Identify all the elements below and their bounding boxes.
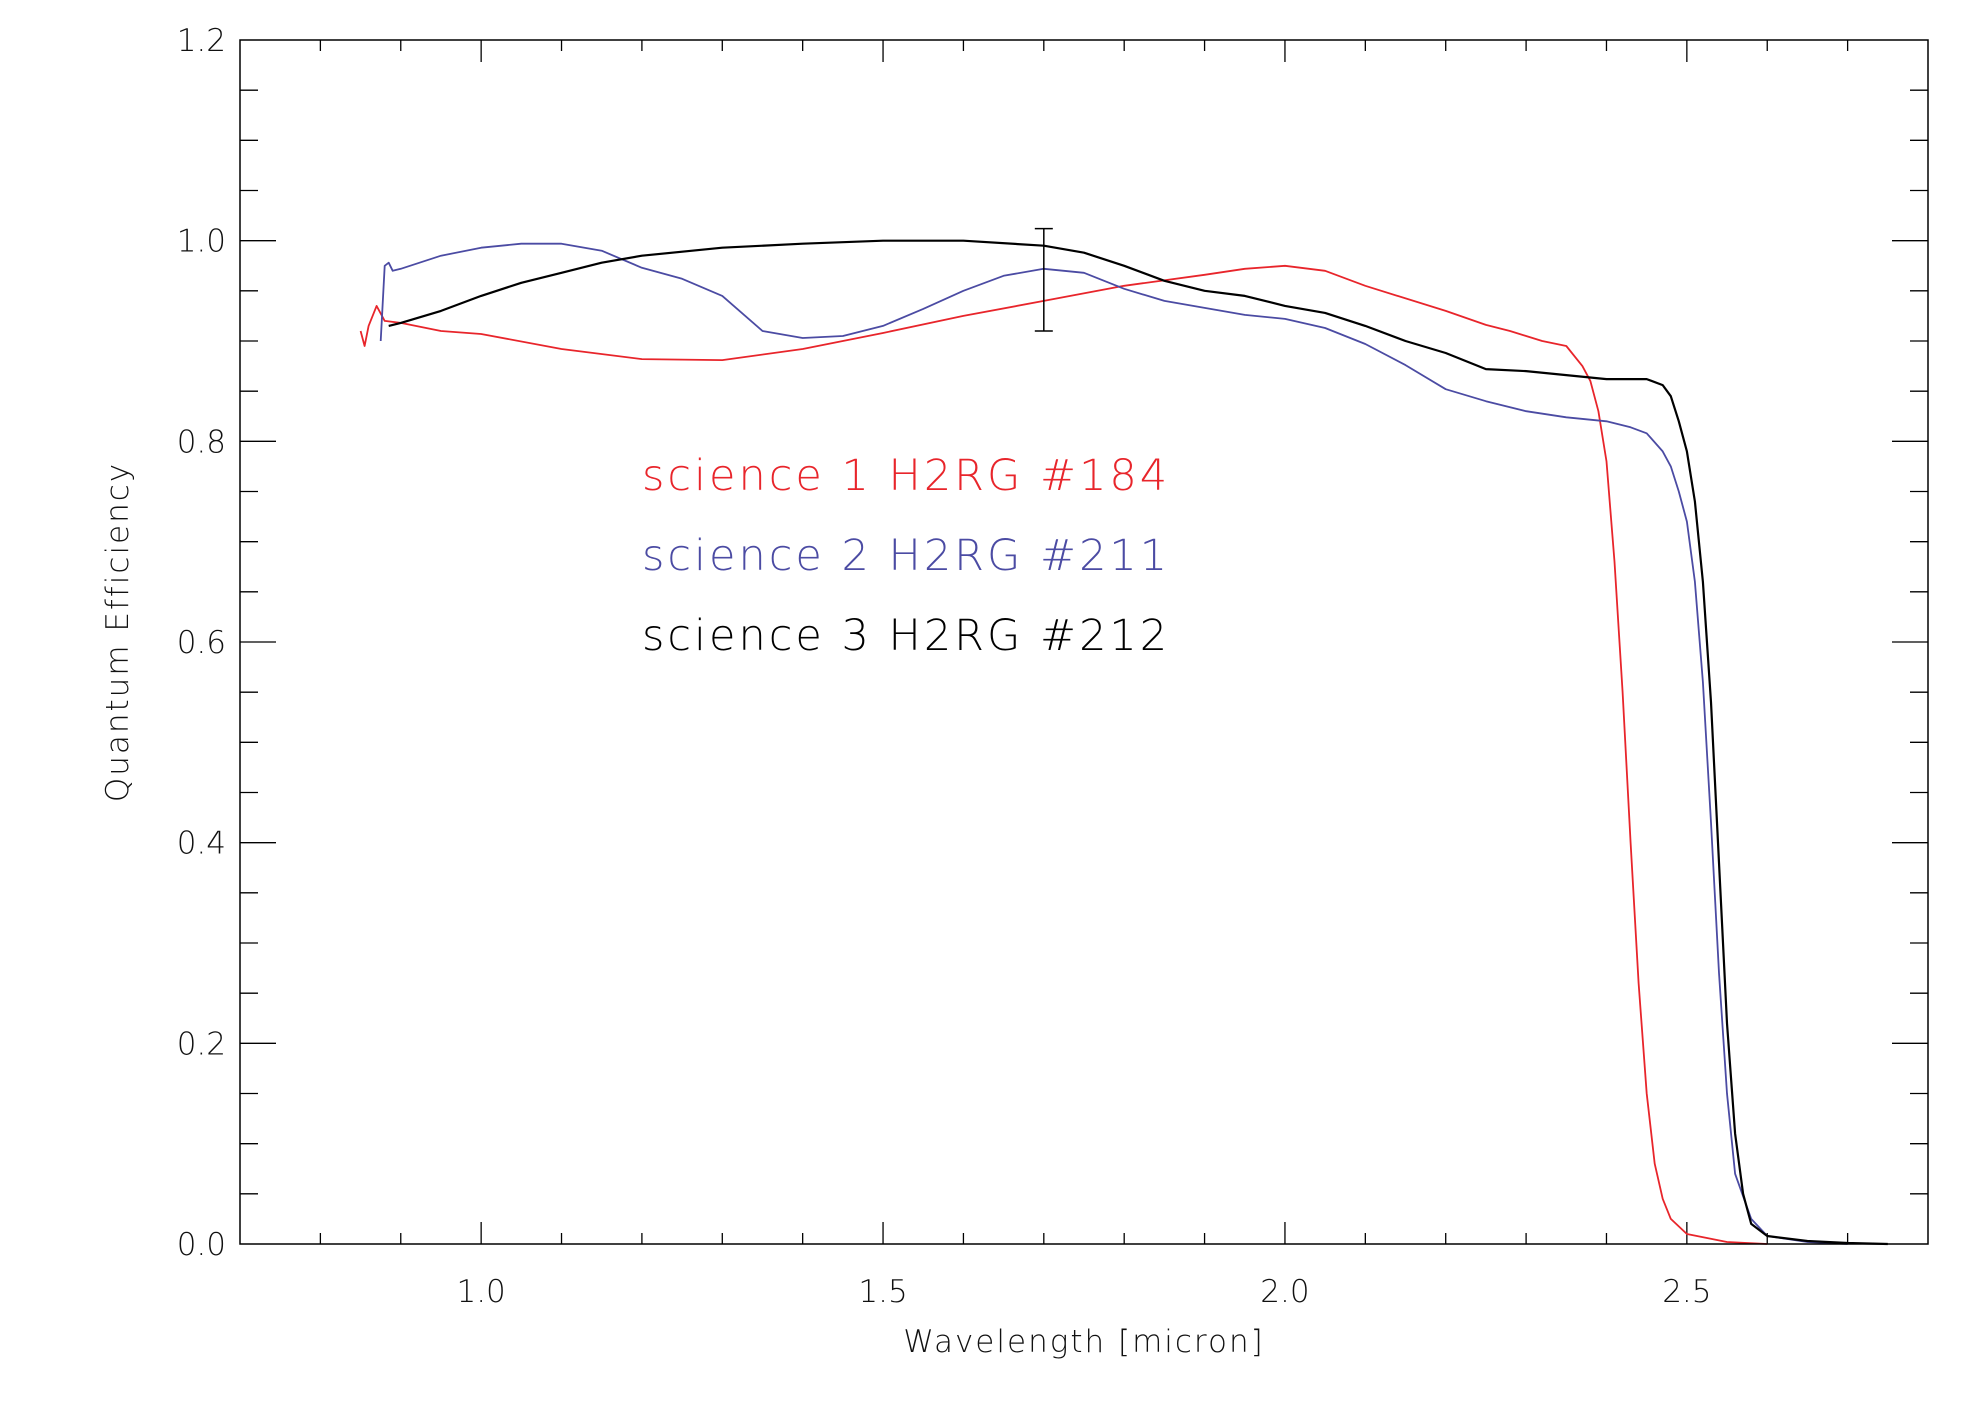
y-axis-title: Quantum Efficiency <box>100 462 136 802</box>
legend-entry-science-2: science 2 H2RG #211 <box>642 531 1170 581</box>
x-tick-label: 2.0 <box>1260 1274 1309 1310</box>
x-tick-label: 1.0 <box>456 1274 505 1310</box>
legend-entry-science-1: science 1 H2RG #184 <box>642 451 1170 501</box>
tick-labels: 1.0 1.5 2.0 2.5 0.0 0.2 0.4 0.6 0.8 1.0 1.2 <box>177 23 1712 1310</box>
axis-ticks <box>240 40 1928 1244</box>
plot-frame <box>239 39 1929 1245</box>
y-tick-label: 0.2 <box>177 1026 226 1062</box>
y-tick-label: 1.0 <box>177 224 226 260</box>
y-tick-label: 0.8 <box>177 424 226 460</box>
series-lines <box>359 239 1888 1246</box>
error-bar <box>1034 227 1053 332</box>
y-tick-label: 0.0 <box>177 1227 226 1263</box>
series-line-2 <box>379 242 1848 1245</box>
x-tick-label: 1.5 <box>858 1274 907 1310</box>
x-tick-label: 2.5 <box>1662 1274 1711 1310</box>
y-tick-label: 0.6 <box>177 625 226 661</box>
y-tick-label: 1.2 <box>177 23 226 59</box>
series-line-3 <box>388 239 1888 1246</box>
legend: science 1 H2RG #184 science 2 H2RG #211 … <box>642 451 1170 661</box>
y-tick-label: 0.4 <box>177 826 226 862</box>
series-line-1 <box>359 264 1768 1245</box>
legend-entry-science-3: science 3 H2RG #212 <box>642 611 1170 661</box>
x-axis-title: Wavelength [micron] <box>903 1324 1264 1360</box>
